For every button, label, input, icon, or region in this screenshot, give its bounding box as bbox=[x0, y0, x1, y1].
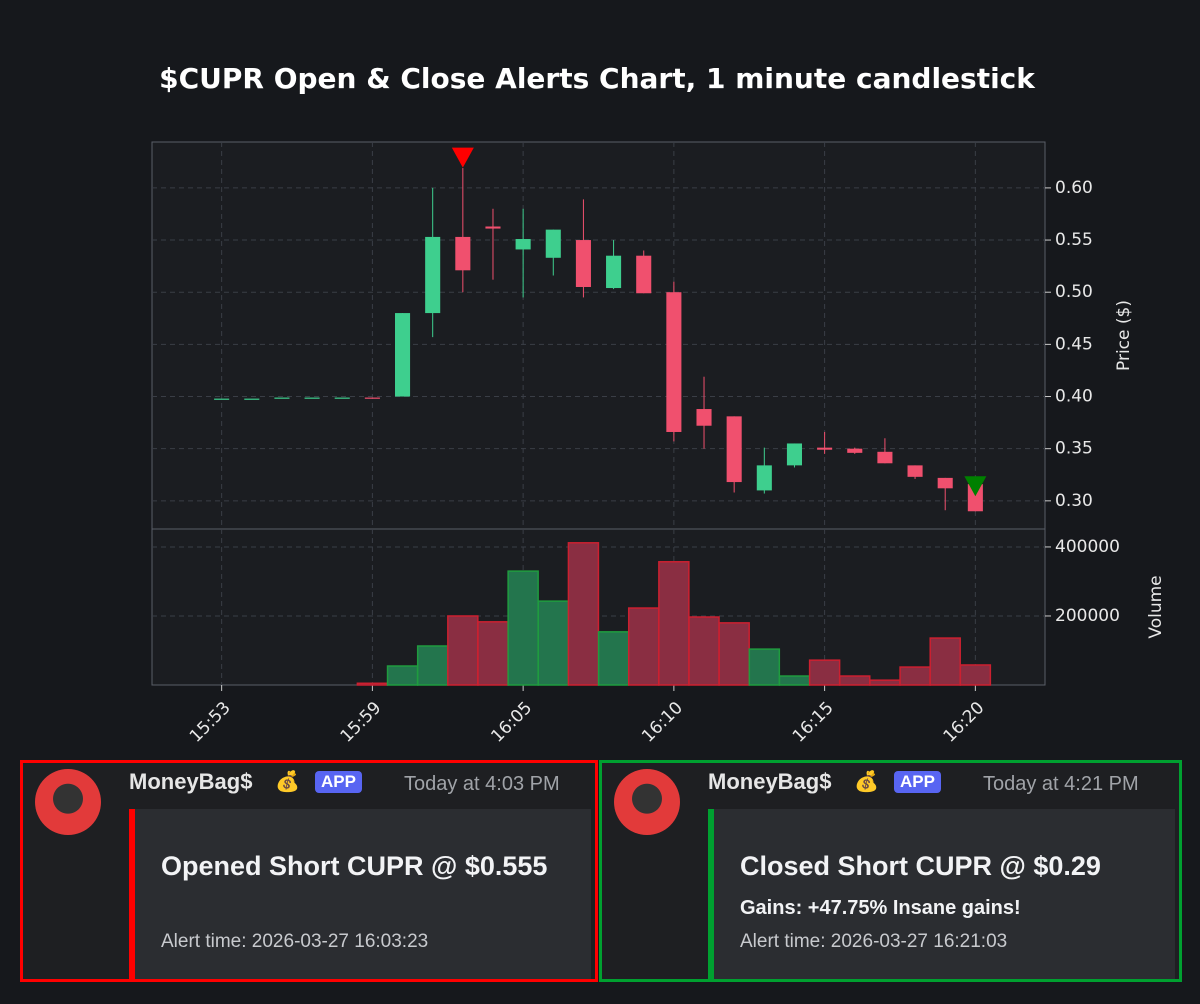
avatar bbox=[35, 769, 101, 835]
y-tick-label: 0.55 bbox=[1055, 230, 1093, 250]
volume-bar bbox=[507, 570, 539, 686]
y-tick-label: 0.45 bbox=[1055, 334, 1093, 354]
volume-bar bbox=[627, 607, 660, 686]
x-tick-label: 16:15 bbox=[789, 698, 838, 747]
x-tick-label: 16:20 bbox=[940, 698, 989, 747]
author-name: MoneyBag$ bbox=[708, 769, 832, 794]
alert-marker bbox=[964, 476, 987, 497]
candle-body bbox=[244, 398, 260, 400]
avatar bbox=[614, 769, 680, 835]
y-tick-label: 0.30 bbox=[1055, 491, 1093, 511]
x-tick-label: 16:05 bbox=[487, 698, 536, 747]
embed-title: Opened Short CUPR @ $0.555 bbox=[161, 851, 548, 881]
candle-body bbox=[967, 484, 983, 512]
message-card: MoneyBag$ 💰 APP Today at 4:21 PM Closed Shor… bbox=[599, 760, 1182, 982]
volume-bar bbox=[718, 622, 750, 686]
embed-detail: Gains: +47.75% Insane gains! bbox=[740, 897, 1021, 919]
embed-title: Closed Short CUPR @ $0.29 bbox=[740, 851, 1101, 881]
volume-bar bbox=[748, 648, 781, 686]
y-axis-label: Price ($) bbox=[1114, 300, 1134, 371]
volume-bar bbox=[597, 631, 630, 686]
volume-bar bbox=[778, 675, 811, 686]
candle-body bbox=[425, 236, 441, 314]
volume-bar bbox=[899, 666, 931, 686]
candle-body bbox=[817, 447, 833, 450]
volume-tick-label: 400000 bbox=[1055, 537, 1120, 557]
volume-bar bbox=[808, 659, 841, 686]
candle-body bbox=[394, 313, 411, 397]
candle-body bbox=[756, 465, 772, 491]
author-name: MoneyBag$ bbox=[129, 769, 253, 794]
app-badge: APP bbox=[315, 771, 362, 793]
volume-bar bbox=[869, 679, 901, 686]
candle-body bbox=[515, 239, 531, 250]
volume-bar bbox=[537, 600, 570, 686]
candle-body bbox=[606, 255, 622, 289]
timestamp: Today at 4:21 PM bbox=[983, 773, 1139, 795]
y-tick-label: 0.50 bbox=[1055, 282, 1093, 302]
candle-body bbox=[937, 477, 953, 489]
embed: Closed Short CUPR @ $0.29 Gains: +47.75% … bbox=[708, 809, 1175, 979]
candle-body bbox=[575, 240, 591, 287]
candle-body bbox=[877, 451, 893, 464]
timestamp: Today at 4:03 PM bbox=[404, 773, 560, 795]
volume-bar bbox=[567, 542, 600, 686]
candle-body bbox=[455, 236, 471, 271]
price-panel bbox=[151, 141, 1046, 530]
volume-axis-label: Volume bbox=[1146, 575, 1166, 638]
y-tick-label: 0.35 bbox=[1055, 439, 1093, 459]
embed-footer: Alert time: 2026-03-27 16:21:03 bbox=[740, 931, 1008, 952]
volume-tick-label: 200000 bbox=[1055, 606, 1120, 626]
chart: $CUPR Open & Close Alerts Chart, 1 minut… bbox=[151, 62, 1166, 747]
volume-bar bbox=[839, 675, 871, 686]
candle-body bbox=[726, 416, 742, 483]
volume-bar bbox=[688, 616, 720, 686]
y-tick-label: 0.40 bbox=[1055, 387, 1093, 407]
candle-body bbox=[485, 226, 501, 229]
embed: Opened Short CUPR @ $0.555 Alert time: 20… bbox=[129, 809, 591, 979]
app-badge: APP bbox=[894, 771, 941, 793]
candle-body bbox=[274, 397, 290, 399]
alert-marker bbox=[451, 147, 474, 168]
volume-bar bbox=[386, 665, 419, 686]
chart-title: $CUPR Open & Close Alerts Chart, 1 minut… bbox=[159, 62, 1036, 95]
embed-footer: Alert time: 2026-03-27 16:03:23 bbox=[161, 931, 429, 952]
volume-bar bbox=[959, 664, 992, 686]
candle-body bbox=[696, 409, 712, 426]
candle-body bbox=[334, 397, 350, 399]
candle-body bbox=[545, 229, 561, 258]
author-emoji: 💰 bbox=[854, 771, 879, 793]
candle-body bbox=[214, 398, 230, 400]
y-tick-label: 0.60 bbox=[1055, 178, 1093, 198]
volume-bar bbox=[658, 561, 690, 686]
x-tick-label: 15:53 bbox=[186, 698, 235, 747]
x-tick-label: 16:10 bbox=[638, 698, 687, 747]
candle-body bbox=[636, 255, 652, 294]
volume-bar bbox=[447, 615, 479, 686]
candle-body bbox=[364, 397, 380, 399]
candle-body bbox=[304, 397, 320, 399]
candle-body bbox=[786, 443, 803, 466]
candle-body bbox=[847, 448, 863, 453]
candle-body bbox=[666, 292, 682, 432]
volume-bar bbox=[929, 637, 961, 686]
candle-body bbox=[907, 465, 923, 477]
author-emoji: 💰 bbox=[275, 771, 300, 793]
volume-bar bbox=[477, 621, 509, 686]
x-tick-label: 15:59 bbox=[337, 698, 386, 747]
volume-bar bbox=[416, 645, 449, 686]
volume-bar bbox=[356, 682, 389, 686]
message-card: MoneyBag$ 💰 APP Today at 4:03 PM Opened Shor… bbox=[20, 760, 598, 982]
